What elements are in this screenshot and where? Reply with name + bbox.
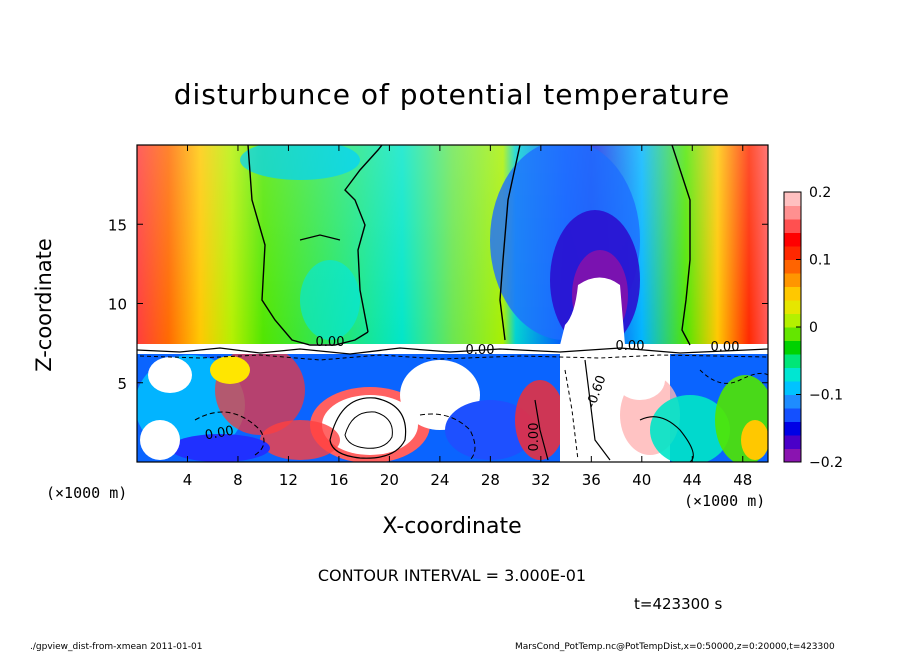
colorbar-tick-label: 0.1 <box>809 253 831 269</box>
contour-interval-text: CONTOUR INTERVAL = 3.000E-01 <box>317 566 587 585</box>
x-axis-label: X-coordinate <box>382 514 522 539</box>
x-tick-label: 40 <box>632 471 651 489</box>
colorbar-swatch <box>784 205 801 220</box>
contour-label: 0.00 <box>711 340 740 355</box>
y-axis-label: Z-coordinate <box>32 238 56 372</box>
colorbar-swatch <box>784 435 801 449</box>
colorbar-swatch <box>784 286 801 301</box>
colorbar-swatch <box>784 367 801 382</box>
colorbar-swatch <box>784 259 801 274</box>
colorbar-swatch <box>784 421 801 436</box>
x-unit-label-left: (×1000 m) <box>46 484 128 502</box>
x-tick-label: 24 <box>430 471 449 489</box>
colorbar-swatch <box>784 448 801 463</box>
footer-left: ./gpview_dist-from-xmean 2011-01-01 <box>30 642 203 652</box>
chart-title: disturbunce of potential temperature <box>173 78 731 111</box>
x-tick-label: 44 <box>683 471 702 489</box>
contour-label: 0.00 <box>616 339 645 354</box>
x-tick-label: 12 <box>279 471 298 489</box>
colorbar <box>783 191 802 463</box>
heatmap-field <box>137 145 768 462</box>
colorbar-swatch <box>784 313 801 328</box>
x-tick-label: 28 <box>481 471 500 489</box>
contour-label: 0.00 <box>466 343 495 358</box>
colorbar-tick-label: −0.2 <box>809 455 843 471</box>
colorbar-swatch <box>784 408 801 422</box>
x-tick-label: 36 <box>582 471 601 489</box>
colorbar-swatch <box>784 394 801 409</box>
colorbar-swatch <box>784 354 801 368</box>
y-tick-label: 15 <box>108 216 127 234</box>
x-tick-label: 4 <box>183 471 193 489</box>
colorbar-swatch <box>784 327 801 341</box>
x-tick-label: 48 <box>733 471 752 489</box>
y-tick-label: 10 <box>108 296 127 314</box>
contour-label: 0.00 <box>316 335 345 350</box>
time-stamp: t=423300 s <box>634 595 723 613</box>
x-unit-label-right: (×1000 m) <box>684 492 766 510</box>
colorbar-tick-label: −0.1 <box>809 388 843 404</box>
colorbar-swatch <box>784 273 801 287</box>
x-axis: 4 8 12 16 20 24 28 32 36 40 44 48 <box>183 145 752 489</box>
x-tick-label: 8 <box>233 471 243 489</box>
colorbar-swatch <box>784 192 801 206</box>
colorbar-tick-label: 0.2 <box>809 185 831 201</box>
colorbar-ticks: 0.2 0.1 0 −0.1 −0.2 <box>796 185 843 471</box>
footer-right: MarsCond_PotTemp.nc@PotTempDist,x=0:5000… <box>515 642 835 652</box>
x-tick-label: 16 <box>329 471 348 489</box>
contour-label: 0.00 <box>527 423 542 452</box>
colorbar-swatch <box>784 340 801 355</box>
colorbar-swatch <box>784 219 801 233</box>
colorbar-swatch <box>784 381 801 395</box>
x-tick-label: 20 <box>380 471 399 489</box>
y-axis: 5 10 15 <box>108 216 768 393</box>
y-tick-label: 5 <box>117 375 127 393</box>
colorbar-tick-label: 0 <box>809 320 818 336</box>
contour-label: 0.00 <box>204 424 235 444</box>
colorbar-swatch <box>784 300 801 314</box>
x-tick-label: 32 <box>531 471 550 489</box>
colorbar-swatch <box>784 246 801 260</box>
colorbar-swatch <box>784 232 801 247</box>
